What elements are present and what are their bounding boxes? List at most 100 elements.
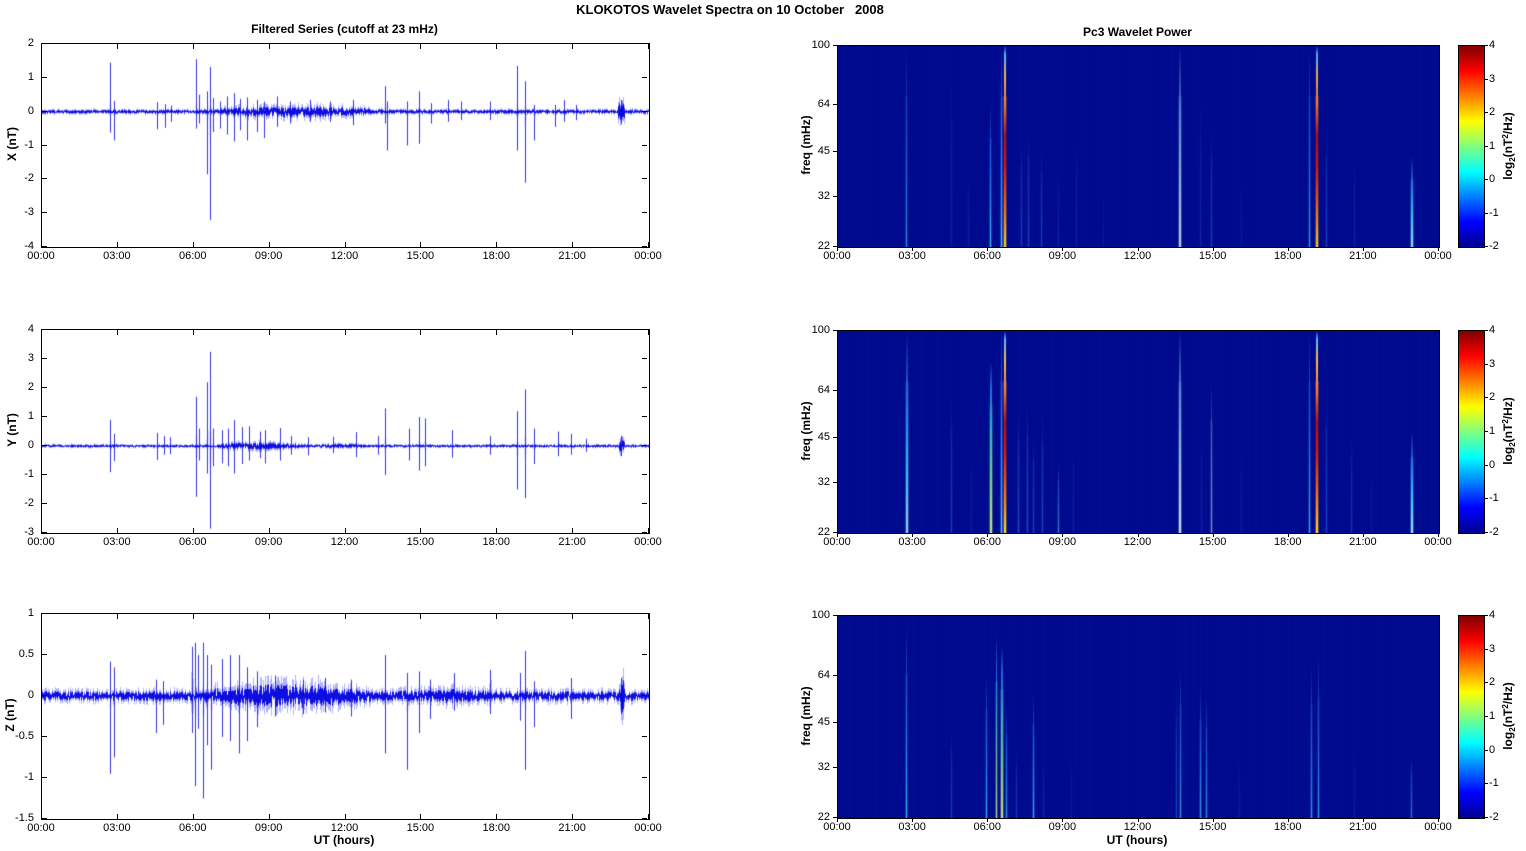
y-tick-mark [642, 818, 647, 819]
colorbar-tick-label: 3 [1489, 72, 1496, 85]
y-tick-mark [642, 43, 647, 44]
x-tick-mark [344, 44, 346, 49]
y-tick-label: -0.5 [15, 730, 34, 742]
colorbar-bottom [1458, 615, 1485, 819]
x-tick-label: 06:00 [178, 822, 207, 834]
x-tick-mark [420, 242, 422, 247]
x-tick-label: 18:00 [482, 822, 511, 834]
y-tick-mark [42, 110, 47, 112]
x-tick-mark [420, 814, 422, 819]
x-tick-mark [987, 533, 989, 537]
y-tick-mark [42, 178, 47, 180]
colorbar-tick-label: -1 [1489, 777, 1499, 790]
y-tick-mark [42, 445, 47, 446]
colorbar-gradient [1459, 616, 1484, 818]
x-tick-label: 09:00 [254, 536, 283, 548]
x-tick-mark [1438, 533, 1439, 537]
y-tick-mark [833, 104, 837, 106]
x-tick-label: 09:00 [254, 822, 283, 834]
y-tick-label: 0 [27, 689, 34, 701]
y-tick-mark [833, 817, 837, 818]
colorbar-tick-label: 1 [1489, 139, 1496, 152]
x-tick-mark [648, 528, 649, 533]
y-axis-label-y-nt: Y (nT) [5, 413, 19, 447]
y-tick-mark [642, 212, 647, 214]
x-tick-mark [420, 528, 422, 533]
x-tick-label: 00:00 [27, 536, 55, 548]
colorbar-tick-mark [1484, 45, 1488, 46]
x-tick-mark [496, 330, 498, 335]
cb-label-mid: (nT [1501, 423, 1515, 443]
wl-z-canvas [838, 616, 1439, 818]
colorbar-gradient [1459, 46, 1484, 247]
y-tick-label: 3 [27, 352, 34, 364]
colorbar-tick-label: 3 [1489, 642, 1496, 655]
cb-label-pre: log [1501, 446, 1515, 465]
x-tick-mark [912, 247, 914, 251]
colorbar-tick-label: 1 [1489, 425, 1496, 437]
y-tick-mark [42, 212, 47, 214]
x-tick-mark [116, 44, 118, 49]
x-tick-label: 18:00 [1273, 250, 1302, 262]
x-tick-mark [420, 330, 422, 335]
x-tick-label: 03:00 [898, 536, 926, 548]
cb-label-sup: 2 [1501, 704, 1510, 709]
x-tick-mark [648, 242, 649, 247]
cb-label-mid: (nT [1501, 138, 1515, 157]
y-tick-label: 2 [27, 381, 34, 393]
x-tick-mark [1287, 818, 1289, 822]
x-tick-label: 15:00 [406, 250, 435, 262]
x-tick-mark [837, 533, 838, 537]
y-tick-mark [833, 767, 837, 768]
colorbar-tick-mark [1484, 682, 1488, 684]
colorbar-tick-mark [1484, 78, 1488, 80]
x-tick-label: 00:00 [634, 536, 662, 548]
colorbar-axis-label: log2(nT2/Hz) [1501, 636, 1517, 796]
x-tick-mark [116, 330, 118, 335]
y-tick-mark [642, 178, 647, 180]
y-tick-label: -3 [24, 526, 34, 538]
colorbar-tick-mark [1484, 498, 1488, 500]
x-tick-label: 06:00 [178, 536, 207, 548]
cb-label-sub: 2 [1508, 442, 1517, 447]
y-tick-mark [642, 736, 647, 737]
x-tick-mark [1212, 247, 1214, 251]
colorbar-tick-label: 3 [1489, 357, 1496, 370]
x-tick-mark [116, 814, 118, 819]
y-tick-mark [642, 110, 647, 112]
x-tick-mark [268, 242, 270, 247]
x-tick-mark [344, 614, 346, 619]
x-tick-label: 18:00 [482, 536, 511, 548]
y-tick-mark [42, 416, 47, 417]
wavelet-panel-x [837, 45, 1440, 248]
x-tick-label: 03:00 [103, 250, 131, 262]
wl-y-canvas [838, 331, 1439, 533]
x-tick-mark [344, 814, 346, 819]
cb-label-mid: (nT [1501, 708, 1515, 728]
colorbar-tick-label: 0 [1489, 458, 1496, 471]
x-tick-label: 00:00 [823, 250, 851, 262]
x-tick-mark [41, 44, 42, 49]
x-tick-label: 00:00 [823, 536, 851, 548]
x-tick-label: 03:00 [898, 250, 926, 262]
x-tick-label: 09:00 [1048, 250, 1077, 262]
x-tick-label: 15:00 [1198, 821, 1227, 833]
y-tick-mark [642, 695, 647, 696]
x-tick-label: 12:00 [1123, 250, 1152, 262]
y-tick-mark [42, 777, 47, 778]
x-tick-mark [116, 614, 118, 619]
y-tick-label: 100 [811, 324, 830, 336]
x-tick-label: 09:00 [254, 250, 283, 262]
y-tick-mark [642, 654, 647, 655]
x-tick-label: 12:00 [1123, 821, 1152, 833]
x-tick-label: 12:00 [330, 536, 359, 548]
x-tick-label: 12:00 [330, 250, 359, 262]
colorbar-tick-label: 2 [1489, 391, 1496, 404]
x-tick-label: 03:00 [898, 821, 926, 833]
y-tick-label: -1 [24, 138, 34, 151]
x-tick-label: 12:00 [1123, 536, 1152, 548]
x-tick-label: 09:00 [1048, 536, 1077, 548]
x-tick-label: 09:00 [1048, 821, 1077, 833]
y-tick-mark [42, 43, 47, 44]
